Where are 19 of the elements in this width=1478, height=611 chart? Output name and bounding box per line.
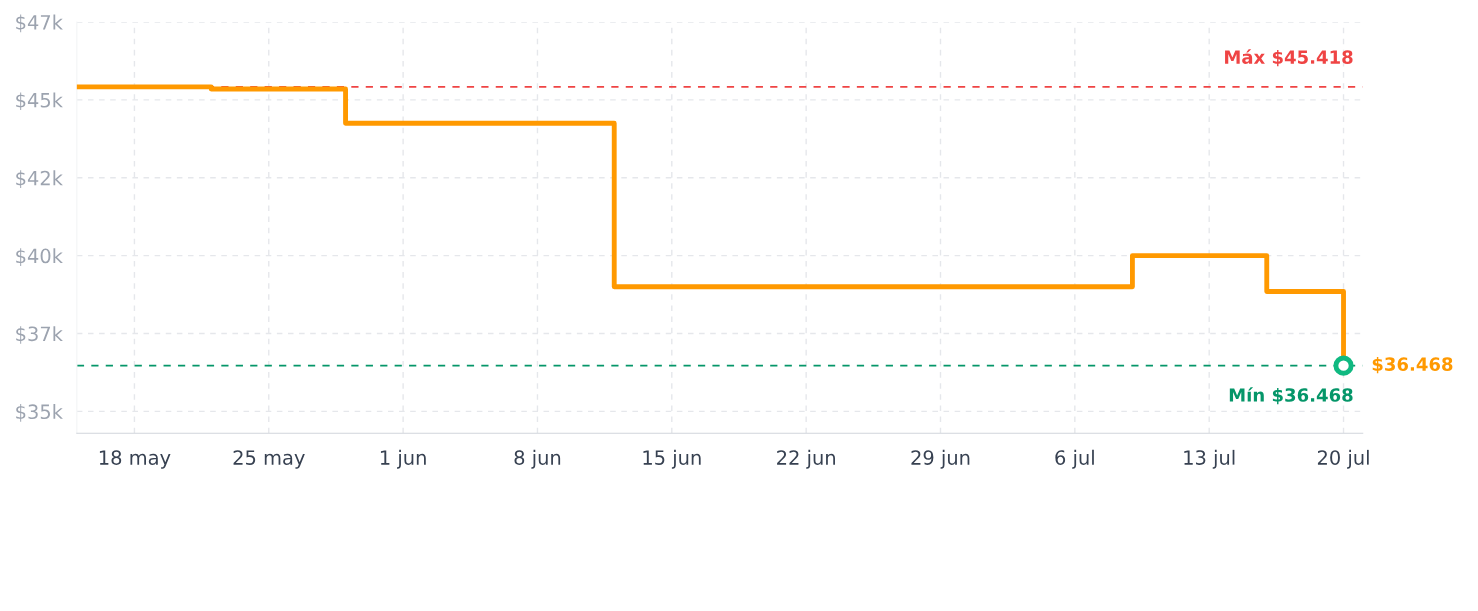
x-tick-label: 20 jul — [1317, 449, 1369, 469]
ref-line-label: Mín $36.468 — [1229, 387, 1353, 405]
x-tick-label: 29 jun — [911, 449, 970, 469]
y-tick-label: $47k — [16, 14, 63, 33]
x-tick-label: 13 jul — [1184, 449, 1235, 469]
annotation: $36.468 — [1372, 356, 1453, 374]
ref-line-label: Máx $45.418 — [1225, 49, 1353, 67]
x-tick-label: 15 jun — [643, 449, 701, 469]
y-tick-label: $40k — [16, 248, 63, 266]
x-tick-label: 1 jun — [380, 449, 426, 469]
x-tick-label: 25 may — [233, 450, 305, 469]
x-tick-label: 18 may — [99, 450, 171, 469]
y-tick-label: $42k — [16, 170, 63, 188]
y-tick-label: $35k — [16, 404, 63, 422]
x-tick-label: 6 jul — [1055, 449, 1094, 469]
x-tick-label: 22 jun — [777, 449, 835, 469]
y-tick-label: $37k — [16, 326, 63, 344]
x-tick-label: 8 jun — [514, 449, 561, 469]
y-tick-label: $45k — [16, 92, 63, 111]
